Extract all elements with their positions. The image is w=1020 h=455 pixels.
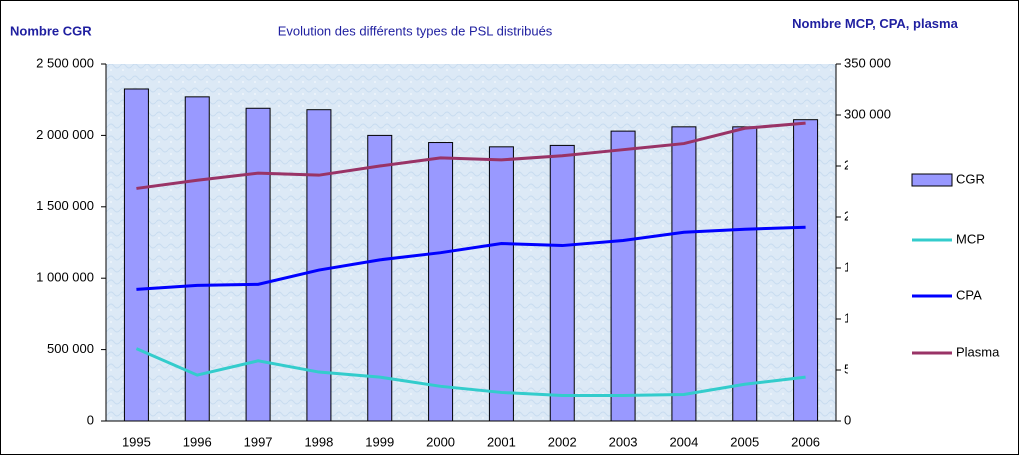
x-tick-label: 2006 [791,434,820,449]
x-tick-label: 2001 [487,434,516,449]
y-tick-label: 2 500 000 [36,55,94,70]
line [135,347,806,397]
x-tick-label: 1998 [304,434,333,449]
legend-label: MCP [956,231,985,246]
legend-swatch [911,173,953,187]
x-tick-label: 2005 [730,434,759,449]
y-axis-title: Nombre CGR [10,23,92,38]
x-tick-label: 2000 [426,434,455,449]
y-tick-label: 2 000 000 [36,127,94,142]
plot-area [106,64,836,421]
y2-axis-title: Nombre MCP, CPA, plasma [792,16,958,31]
y2-tick-label: 300 000 [844,106,891,121]
bar [306,109,332,422]
legend-label: CGR [956,171,985,186]
bar [671,126,697,422]
y-tick-label: 1 500 000 [36,198,94,213]
x-tick-label: 1997 [244,434,273,449]
chart-title: Evolution des différents types de PSL di… [278,23,553,38]
x-tick-label: 2003 [609,434,638,449]
x-tick-label: 2002 [548,434,577,449]
x-tick-label: 2004 [669,434,698,449]
bar [488,146,514,422]
bar [793,119,819,422]
bar [549,144,575,422]
y-tick-label: 1 000 000 [36,270,94,285]
bar [245,107,271,422]
y-tick-label: 0 [87,412,94,427]
legend-label: Plasma [956,344,1000,359]
bar [610,130,636,422]
x-tick-label: 1999 [365,434,394,449]
bar [428,142,454,422]
line [136,225,806,291]
y-tick-label: 500 000 [47,341,94,356]
legend [848,150,1018,380]
line [136,121,806,190]
y2-tick-label: 0 [844,412,851,427]
y2-tick-label: 350 000 [844,55,891,70]
bar [184,96,210,422]
bar [732,126,758,422]
bar [367,134,393,422]
bar [123,88,149,422]
x-tick-label: 1996 [183,434,212,449]
legend-label: CPA [956,287,982,302]
x-tick-label: 1995 [122,434,151,449]
